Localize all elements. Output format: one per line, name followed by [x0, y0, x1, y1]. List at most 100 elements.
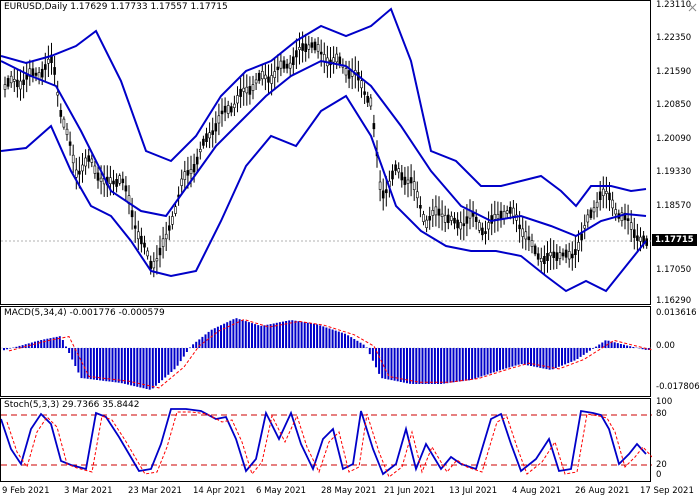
candle-body	[245, 86, 249, 94]
candle-body	[605, 191, 608, 194]
candle-body	[502, 211, 506, 219]
candle-body	[601, 188, 605, 196]
candle-body	[636, 235, 639, 241]
candle-body	[443, 215, 447, 223]
date-label: 9 Feb 2021	[2, 486, 50, 496]
candle-body	[16, 79, 19, 88]
candle-body	[87, 155, 90, 162]
candle-body	[155, 258, 159, 262]
candle-body	[285, 63, 289, 69]
candle-body	[564, 249, 568, 258]
candle-body	[366, 96, 370, 103]
candle-body	[632, 229, 636, 238]
candle-body	[552, 251, 556, 258]
candle-body	[595, 201, 599, 208]
candle-body	[381, 190, 385, 199]
date-label: 23 Mar 2021	[128, 486, 182, 496]
candle-body	[403, 176, 407, 185]
candle-body	[239, 88, 242, 97]
candle-body	[96, 172, 100, 181]
price-label: 1.21590	[656, 67, 692, 77]
candle-body	[75, 169, 78, 178]
close-icon[interactable]	[688, 3, 697, 12]
candle-body	[530, 240, 534, 247]
macd-scale-label: -0.017806	[656, 382, 700, 392]
price-label: 1.22350	[656, 33, 692, 43]
candle-body	[391, 170, 394, 180]
candle-body	[171, 216, 174, 225]
candle-body	[223, 105, 227, 113]
candle-body	[505, 210, 509, 214]
candle-body	[415, 191, 419, 199]
candle-body	[422, 214, 425, 222]
date-label: 3 Mar 2021	[64, 486, 113, 496]
ohlc-values: 1.17629 1.17733 1.17557 1.17715	[70, 2, 228, 12]
candle-body	[174, 206, 177, 214]
date-label: 17 Sep 2021	[640, 486, 694, 496]
candle-body	[409, 177, 413, 184]
price-label: 1.17050	[656, 265, 692, 275]
candle-body	[121, 178, 125, 184]
date-label: 4 Aug 2021	[512, 486, 562, 496]
candle-body	[369, 97, 373, 107]
candle-body	[586, 214, 590, 223]
candle-body	[493, 214, 497, 220]
candle-body	[440, 213, 444, 217]
candle-body	[298, 46, 301, 50]
candle-body	[78, 170, 81, 175]
candle-body	[316, 44, 320, 52]
candle-body	[322, 54, 326, 62]
price-chart-pane[interactable]: EURUSD,Daily 1.17629 1.17733 1.17557 1.1…	[0, 0, 652, 305]
stochastic-pane[interactable]: Stoch(5,3,3) 29.7366 35.8442	[0, 398, 652, 482]
candle-body	[230, 106, 233, 113]
candle-body	[183, 171, 187, 180]
candle-body	[319, 51, 323, 55]
macd-signal-line	[8, 318, 652, 389]
candle-body	[583, 225, 587, 229]
candle-body	[130, 210, 134, 218]
candle-body	[264, 74, 267, 80]
candle-body	[310, 42, 314, 48]
candle-body	[344, 68, 348, 76]
candle-body	[611, 199, 614, 209]
candle-body	[484, 231, 487, 235]
candle-body	[555, 252, 559, 261]
price-label: 1.19330	[656, 167, 692, 177]
candle-body	[186, 170, 190, 176]
candle-body	[412, 181, 416, 190]
candle-body	[276, 66, 280, 71]
macd-canvas	[1, 318, 652, 390]
stoch-scale-label: 20	[656, 460, 667, 470]
macd-pane[interactable]: MACD(5,34,4) -0.001776 -0.000579	[0, 306, 652, 397]
candle-body	[549, 252, 552, 257]
stoch-scale-label: 100	[656, 397, 673, 407]
candle-body	[496, 214, 500, 219]
candle-body	[22, 79, 25, 85]
bollinger-middle-band	[1, 59, 647, 238]
candle-body	[378, 181, 382, 190]
candle-body	[372, 123, 376, 130]
candle-body	[397, 168, 401, 173]
candle-body	[146, 250, 149, 257]
macd-scale-label: 0.013616	[656, 308, 697, 318]
candle-body	[623, 212, 627, 221]
candle-body	[124, 185, 128, 192]
price-chart-canvas	[1, 7, 652, 293]
candle-body	[112, 180, 115, 185]
candle-body	[626, 218, 630, 222]
candle-body	[499, 210, 503, 220]
candle-body	[518, 224, 521, 230]
candle-body	[384, 189, 388, 194]
candle-body	[140, 235, 143, 245]
candle-body	[242, 87, 245, 92]
candle-body	[295, 50, 298, 58]
candle-body	[431, 210, 435, 216]
candle-body	[199, 149, 202, 153]
candle-body	[226, 105, 230, 114]
candle-body	[561, 252, 565, 257]
candle-body	[558, 252, 562, 259]
date-label: 28 May 2021	[321, 486, 377, 496]
price-label: 1.20090	[656, 134, 692, 144]
candle-body	[539, 257, 543, 262]
stoch-scale-label: 0	[656, 470, 662, 480]
